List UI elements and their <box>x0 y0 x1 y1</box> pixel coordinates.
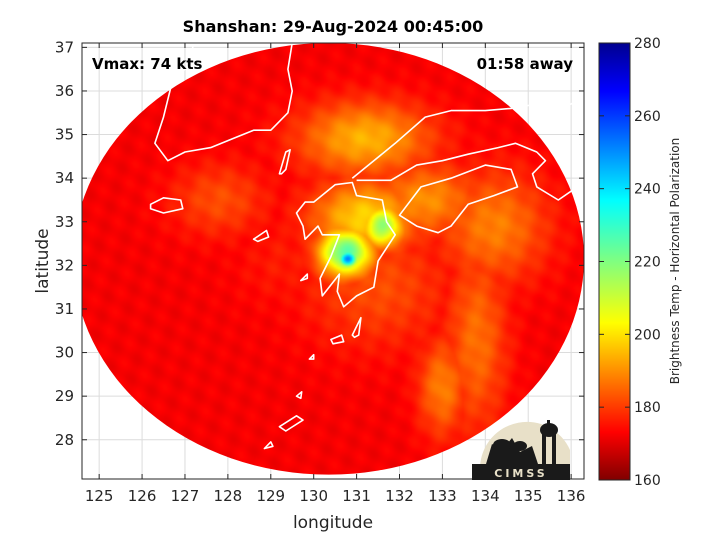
coastlines <box>149 43 584 450</box>
y-tick-label: 33 <box>55 213 74 231</box>
y-tick-label: 37 <box>55 38 74 56</box>
x-tick-label: 129 <box>256 487 285 505</box>
coastline-tsushima <box>278 149 291 175</box>
vmax-annotation: Vmax: 74 kts <box>92 55 202 73</box>
y-tick-label: 28 <box>55 431 74 449</box>
coastline-seto-coast <box>356 142 584 201</box>
colorbar-tick-label: 260 <box>634 109 661 125</box>
x-tick-label: 133 <box>428 487 457 505</box>
y-tick-label: 34 <box>55 169 74 187</box>
coastline-amami <box>278 415 304 432</box>
colorbar-ticks: 160 180 200 220 240 260 280 <box>599 36 661 489</box>
chart-title: Shanshan: 29-Aug-2024 00:45:00 <box>183 17 484 36</box>
x-tick-label: 134 <box>471 487 500 505</box>
coastline-koshiki <box>300 273 309 282</box>
coastline-kikai <box>263 441 274 450</box>
coastline-yakushima <box>330 334 345 345</box>
x-tick-label: 131 <box>342 487 371 505</box>
x-axis-ticks: 125 126 127 128 129 130 131 132 133 134 135 136 <box>85 43 586 505</box>
x-tick-label: 135 <box>514 487 543 505</box>
coastline-tokara-2 <box>308 353 315 360</box>
colorbar-label: Brightness Temp - Horizontal Polarizatio… <box>668 138 682 385</box>
colorbar-tick-label: 280 <box>634 36 661 52</box>
coastline-goto <box>252 229 270 243</box>
plot-area: 125 126 127 128 129 130 131 132 133 134 135 136 282… <box>55 38 586 505</box>
x-tick-label: 126 <box>128 487 157 505</box>
colorbar-tick-label: 240 <box>634 182 661 198</box>
cimss-logo-text: CIMSS <box>494 467 547 480</box>
coastline-kyushu <box>295 181 396 308</box>
colorbar-tick-label: 220 <box>634 255 661 271</box>
y-axis-ticks: 28 29 30 31 32 33 34 35 36 37 <box>55 38 584 449</box>
y-tick-label: 36 <box>55 82 74 100</box>
y-tick-label: 35 <box>55 126 74 144</box>
brightness-temperature-field <box>82 43 584 475</box>
x-tick-label: 136 <box>557 487 586 505</box>
x-axis-label: longitude <box>293 513 373 533</box>
x-tick-label: 130 <box>299 487 328 505</box>
coastline-honshu-west <box>351 94 584 179</box>
x-tick-label: 125 <box>85 487 114 505</box>
coastline-korea-south-coast <box>154 43 293 162</box>
x-tick-label: 132 <box>385 487 414 505</box>
colorbar: 160 180 200 220 240 260 280 Brightness Temp - … <box>598 36 682 489</box>
colorbar-tick-label: 160 <box>634 473 661 489</box>
y-tick-label: 31 <box>55 300 74 318</box>
y-tick-label: 30 <box>55 344 74 362</box>
time-away-annotation: 01:58 away <box>477 55 574 73</box>
coastline-tanegashima <box>351 316 362 339</box>
coastline-jeju <box>149 197 184 214</box>
y-tick-label: 29 <box>55 387 74 405</box>
cimss-logo: CIMSS <box>472 420 570 480</box>
x-tick-label: 127 <box>171 487 200 505</box>
colorbar-tick-label: 180 <box>634 400 661 416</box>
y-axis-label: latitude <box>33 228 53 293</box>
y-tick-label: 32 <box>55 256 74 274</box>
x-tick-label: 128 <box>214 487 243 505</box>
coastline-shikoku <box>398 164 519 234</box>
coastline-tokara-1 <box>295 391 303 400</box>
colorbar-tick-label: 200 <box>634 327 661 343</box>
